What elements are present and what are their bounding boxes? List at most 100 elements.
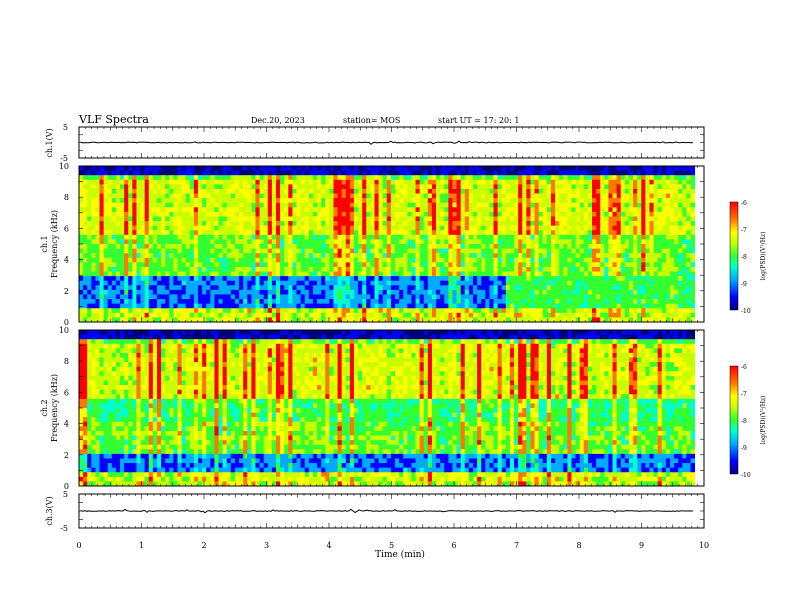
spectrogram-cell <box>440 230 445 236</box>
spectrogram-cell <box>555 317 560 323</box>
spectrogram-cell <box>514 225 519 231</box>
spectrogram-cell <box>440 312 445 318</box>
spectrogram-cell <box>222 303 228 309</box>
spectrogram-cell <box>583 221 589 227</box>
spectrogram-cell <box>468 207 474 213</box>
spectrogram-cell <box>419 198 425 204</box>
spectrogram-cell <box>337 188 343 194</box>
spectrogram-cell <box>156 207 162 213</box>
spectrogram-cell <box>509 271 515 277</box>
spectrogram-cell <box>128 280 133 286</box>
spectrogram-cell <box>559 257 564 263</box>
spectrogram-cell <box>587 289 593 295</box>
spectrogram-cell <box>362 234 367 240</box>
spectrogram-cell <box>243 262 248 268</box>
spectrogram-cell <box>620 276 626 282</box>
spectrogram-cell <box>267 271 273 277</box>
spectrogram-cell <box>124 294 129 300</box>
spectrogram-cell <box>140 207 146 213</box>
spectrogram-cell <box>530 262 535 268</box>
spectrogram-cell <box>99 276 105 282</box>
spectrogram-cell <box>596 285 601 291</box>
spectrogram-cell <box>378 262 384 268</box>
spectrogram-cell <box>263 230 269 236</box>
spectrogram-cell <box>399 271 404 277</box>
spectrogram-cell <box>407 253 412 259</box>
spectrogram-cell <box>653 184 659 190</box>
spectrogram-cell <box>456 271 462 277</box>
spectrogram-cell <box>608 198 613 204</box>
spectrogram-cell <box>156 266 162 272</box>
spectrogram-cell <box>345 216 351 222</box>
spectrogram-cell <box>337 280 343 286</box>
spectrogram-cell <box>555 179 560 185</box>
spectrogram-cell <box>620 193 626 199</box>
spectrogram-cell <box>210 303 215 309</box>
spectrogram-cell <box>464 248 470 254</box>
spectrogram-cell <box>230 170 236 176</box>
spectrogram-cell <box>473 257 478 263</box>
spectrogram-cell <box>567 289 572 295</box>
spectrogram-cell <box>497 262 503 268</box>
spectrogram-cell <box>522 193 527 199</box>
spectrogram-cell <box>132 239 137 245</box>
spectrogram-cell <box>202 175 207 181</box>
spectrogram-cell <box>333 211 338 217</box>
spectrogram-cell <box>226 312 232 318</box>
spectrogram-cell <box>468 225 474 231</box>
spectrogram-cell <box>575 166 581 171</box>
spectrogram-cell <box>485 216 490 222</box>
spectrogram-cell <box>477 257 482 263</box>
spectrogram-cell <box>169 248 174 254</box>
spectrogram-cell <box>87 175 92 181</box>
spectrogram-cell <box>571 285 576 291</box>
spectrogram-cell <box>546 266 552 272</box>
spectrogram-cell <box>128 299 133 305</box>
spectrogram-cell <box>550 312 556 318</box>
spectrogram-cell <box>271 280 277 286</box>
spectrogram-cell <box>399 253 404 259</box>
spectrogram-cell <box>222 271 228 277</box>
spectrogram-cell <box>345 244 351 249</box>
spectrogram-cell <box>144 175 150 181</box>
spectrogram-cell <box>431 257 437 263</box>
spectrogram-cell <box>542 239 548 245</box>
spectrogram-cell <box>103 179 109 185</box>
spectrogram-cell <box>456 280 462 286</box>
spectrogram-cell <box>132 317 137 323</box>
spectrogram-cell <box>124 299 129 305</box>
spectrogram-cell <box>633 175 638 181</box>
spectrogram-cell <box>288 166 293 171</box>
spectrogram-cell <box>550 244 556 249</box>
spectrogram-cell <box>464 234 470 240</box>
spectrogram-cell <box>399 280 404 286</box>
spectrogram-cell <box>280 207 285 213</box>
spectrogram-cell <box>140 308 146 314</box>
spectrogram-cell <box>538 179 544 185</box>
spectrogram-cell <box>620 294 626 300</box>
spectrogram-cell <box>436 211 441 217</box>
spectrogram-cell <box>628 230 634 236</box>
spectrogram-cell <box>518 166 523 171</box>
spectrogram-cell <box>341 225 347 231</box>
spectrogram-cell <box>481 244 486 249</box>
spectrogram-cell <box>128 166 133 171</box>
spectrogram-cell <box>546 308 552 314</box>
spectrogram-cell <box>407 175 412 181</box>
spectrogram-cell <box>501 188 507 194</box>
spectrogram-cell <box>185 244 191 249</box>
spectrogram-cell <box>477 312 482 318</box>
spectrogram-cell <box>604 308 609 314</box>
spectrogram-cell <box>477 202 482 208</box>
spectrogram-cell <box>518 170 523 176</box>
spectrogram-cell <box>156 253 162 259</box>
spectrogram-cell <box>645 230 650 236</box>
spectrogram-cell <box>559 266 564 272</box>
spectrogram-cell <box>226 230 232 236</box>
spectrogram-cell <box>300 244 306 249</box>
spectrogram-cell <box>612 244 618 249</box>
spectrogram-cell <box>95 170 100 176</box>
spectrogram-cell <box>390 216 396 222</box>
spectrogram-cell <box>337 312 343 318</box>
spectrogram-cell <box>349 216 355 222</box>
